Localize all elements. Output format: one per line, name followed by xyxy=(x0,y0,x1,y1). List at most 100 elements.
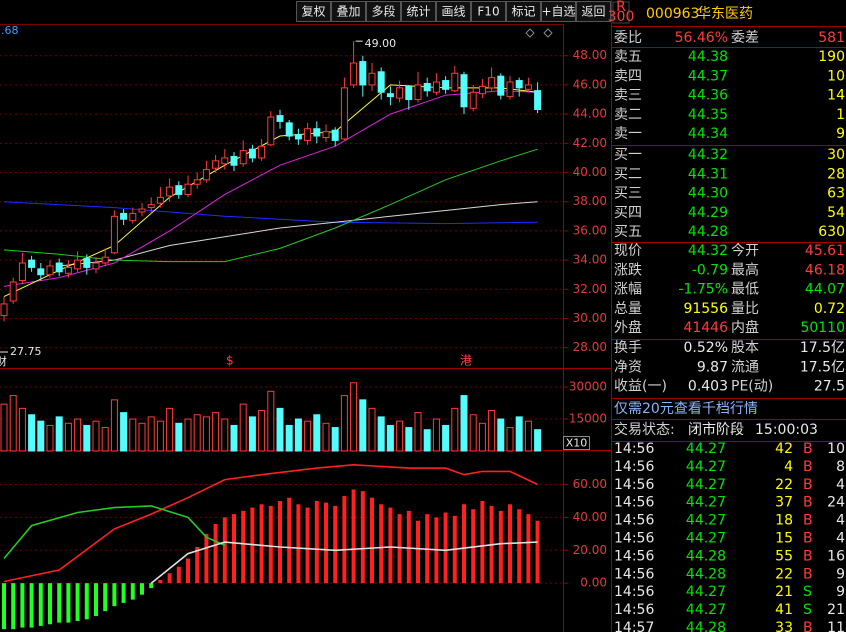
indicator-bar xyxy=(517,509,522,584)
indicator-bar xyxy=(29,583,34,628)
trade-price: 44.28 xyxy=(686,566,726,582)
toolbar-button[interactable]: +自选 xyxy=(541,1,576,22)
order-price: 44.29 xyxy=(688,205,728,221)
order-volume: 10 xyxy=(827,68,845,84)
trade-price: 44.27 xyxy=(686,477,726,493)
indicator-bar xyxy=(250,507,255,584)
order-volume: 14 xyxy=(827,88,845,104)
button-frame[interactable] xyxy=(401,1,436,22)
trade-time: 14:57 xyxy=(614,620,654,632)
trade-time: 14:56 xyxy=(614,531,654,547)
button-label[interactable]: 标记 xyxy=(511,5,535,19)
order-volume: 28 xyxy=(827,166,845,182)
toolbar-button[interactable]: 标记 xyxy=(506,1,541,22)
trade-volume: 37 xyxy=(775,495,793,511)
button-frame[interactable] xyxy=(471,1,506,22)
volume-bar xyxy=(74,418,82,452)
toolbar-button[interactable]: 复权 xyxy=(296,1,331,22)
candle-body xyxy=(0,303,8,317)
indicator-bar xyxy=(20,583,25,628)
volume-bar xyxy=(46,424,54,452)
toolbar-button[interactable]: 叠加 xyxy=(331,1,366,22)
button-label[interactable]: 叠加 xyxy=(336,5,360,19)
button-label[interactable]: F10 xyxy=(477,5,499,19)
candle-body xyxy=(129,212,137,222)
button-label[interactable]: 统计 xyxy=(406,5,430,19)
volume-bar xyxy=(55,416,63,452)
trade-volume: 33 xyxy=(775,620,793,632)
candle-body xyxy=(313,128,321,137)
stat-value: 45.61 xyxy=(805,243,845,259)
order-label: 买一 xyxy=(614,147,642,163)
high-label: 49.00 xyxy=(365,37,397,50)
button-frame[interactable] xyxy=(296,1,331,22)
button-label[interactable]: 返回 xyxy=(581,5,605,19)
trade-volume: 18 xyxy=(775,513,793,529)
button-label[interactable]: 多段 xyxy=(371,4,395,19)
order-label: 卖四 xyxy=(614,68,642,84)
volume-bar xyxy=(304,420,312,452)
status-label: 交易状态: xyxy=(614,421,675,438)
indicator-bar xyxy=(140,583,144,595)
badge xyxy=(612,1,630,24)
trade-side: B xyxy=(803,566,813,582)
trade-side: S xyxy=(803,584,812,600)
candle-body xyxy=(368,72,376,86)
button-frame[interactable] xyxy=(366,1,401,22)
toolbar-button[interactable]: 画线 xyxy=(436,1,471,22)
scale-box xyxy=(563,436,590,450)
stat-label: 换手 xyxy=(614,339,642,356)
button-frame[interactable] xyxy=(331,1,366,22)
candle-body xyxy=(46,265,54,276)
status-time: 15:00:03 xyxy=(755,422,818,438)
order-price: 44.34 xyxy=(688,126,728,142)
trade-price: 44.27 xyxy=(686,584,726,600)
stat-label: 收益(一) xyxy=(614,379,667,395)
volume-bar xyxy=(350,382,358,452)
button-frame[interactable] xyxy=(541,1,576,22)
stat-value: 50110 xyxy=(800,320,845,336)
volume-bar xyxy=(248,416,256,452)
indicator-bar xyxy=(397,514,402,584)
volume-bar xyxy=(331,427,339,452)
indicator-bar xyxy=(84,583,89,620)
trade-time: 14:56 xyxy=(614,495,654,511)
indicator-bar xyxy=(75,583,80,621)
indicator-bar xyxy=(379,504,384,584)
button-label[interactable]: 画线 xyxy=(441,5,465,19)
toolbar-button[interactable]: F10 xyxy=(471,1,506,22)
stat-value: 17.5亿 xyxy=(800,340,845,356)
stat-label: 外盘 xyxy=(614,319,642,336)
candle-body xyxy=(534,90,542,110)
trade-side: S xyxy=(803,602,812,618)
trade-time: 14:56 xyxy=(614,548,654,564)
trade-time: 14:56 xyxy=(614,566,654,582)
row-label: 委比 xyxy=(614,30,642,46)
stat-value: 46.18 xyxy=(805,262,845,278)
candle-body xyxy=(396,87,404,99)
stat-label: 量比 xyxy=(731,301,759,317)
indicator-bar xyxy=(57,583,62,623)
trade-count: 8 xyxy=(836,459,845,475)
candle-body xyxy=(156,196,164,204)
button-frame[interactable] xyxy=(506,1,541,22)
toolbar-button[interactable]: 返回 xyxy=(576,1,611,22)
stat-label: 总量 xyxy=(614,301,642,317)
button-frame[interactable] xyxy=(576,1,611,22)
indicator-bar xyxy=(305,507,310,584)
candle-body xyxy=(386,93,394,98)
button-label[interactable]: 复权 xyxy=(301,5,325,19)
button-label[interactable]: +自选 xyxy=(541,5,575,19)
volume-bar xyxy=(515,416,523,452)
diff-value: 581 xyxy=(818,30,845,46)
toolbar-button[interactable]: 统计 xyxy=(401,1,436,22)
trade-time: 14:56 xyxy=(614,513,654,529)
toolbar-button[interactable]: 多段 xyxy=(366,1,401,22)
trade-count: 21 xyxy=(827,602,845,618)
promo-link[interactable]: 仅需20元查看千档行情 xyxy=(614,401,758,417)
button-frame[interactable] xyxy=(436,1,471,22)
indicator-bar xyxy=(213,524,218,584)
volume-bar xyxy=(267,390,275,452)
order-label: 卖五 xyxy=(614,49,642,65)
indicator-bar xyxy=(103,583,108,612)
